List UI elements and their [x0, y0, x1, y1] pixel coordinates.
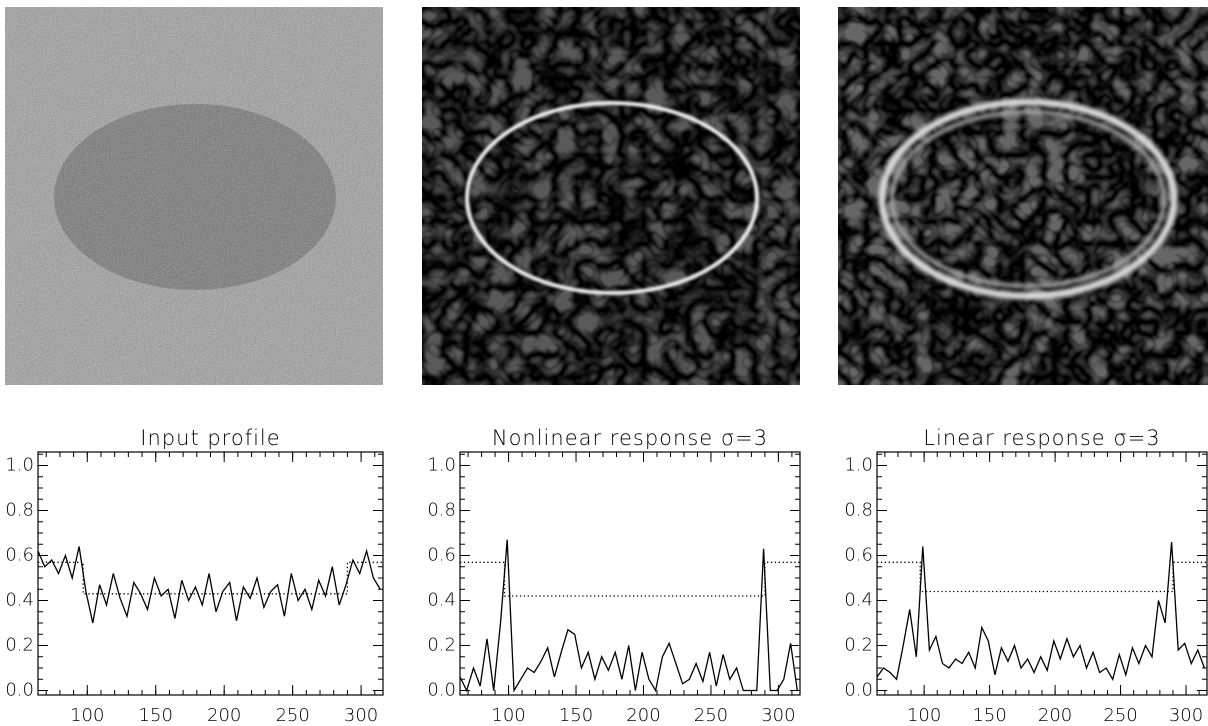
y-tick-label: 0.8 [5, 500, 34, 521]
linear-image [838, 7, 1208, 385]
y-tick-label: 1.0 [427, 455, 456, 476]
x-tick-label: 200 [207, 705, 241, 726]
y-tick-label: 0.6 [5, 545, 34, 566]
y-tick-label: 0.2 [427, 635, 456, 656]
chart-title: Linear response σ=3 [923, 426, 1160, 450]
y-tick-label: 0.4 [844, 590, 873, 611]
x-tick-label: 250 [1103, 705, 1137, 726]
x-tick-label: 150 [139, 705, 173, 726]
x-tick-label: 250 [275, 705, 309, 726]
y-tick-label: 0.4 [5, 590, 34, 611]
y-tick-label: 0.0 [5, 680, 34, 701]
y-tick-label: 0.8 [427, 500, 456, 521]
x-tick-label: 300 [344, 705, 378, 726]
data-line [459, 539, 798, 693]
input-image [5, 7, 383, 385]
x-tick-label: 200 [1038, 705, 1072, 726]
x-tick-label: 150 [559, 705, 593, 726]
data-line [460, 561, 800, 597]
x-tick-label: 250 [694, 705, 728, 726]
nonlinear-image [422, 7, 800, 385]
chart-title: Nonlinear response σ=3 [492, 426, 768, 450]
y-tick-label: 0.6 [844, 545, 873, 566]
data-line [37, 546, 381, 624]
x-tick-label: 100 [491, 705, 525, 726]
x-tick-label: 150 [972, 705, 1006, 726]
chart-title: Input profile [140, 426, 280, 450]
y-tick-label: 0.2 [5, 635, 34, 656]
y-tick-label: 0.6 [427, 545, 456, 566]
data-line [877, 561, 1207, 593]
y-tick-label: 0.0 [844, 680, 873, 701]
y-tick-label: 0.0 [427, 680, 456, 701]
y-tick-label: 1.0 [5, 455, 34, 476]
x-tick-label: 100 [70, 705, 104, 726]
data-line [876, 541, 1206, 681]
y-tick-label: 1.0 [844, 455, 873, 476]
x-tick-label: 300 [1169, 705, 1203, 726]
x-tick-label: 100 [907, 705, 941, 726]
y-tick-label: 0.8 [844, 500, 873, 521]
y-tick-label: 0.4 [427, 590, 456, 611]
y-tick-label: 0.2 [844, 635, 873, 656]
data-line [38, 561, 383, 595]
x-tick-label: 200 [626, 705, 660, 726]
x-tick-label: 300 [761, 705, 795, 726]
